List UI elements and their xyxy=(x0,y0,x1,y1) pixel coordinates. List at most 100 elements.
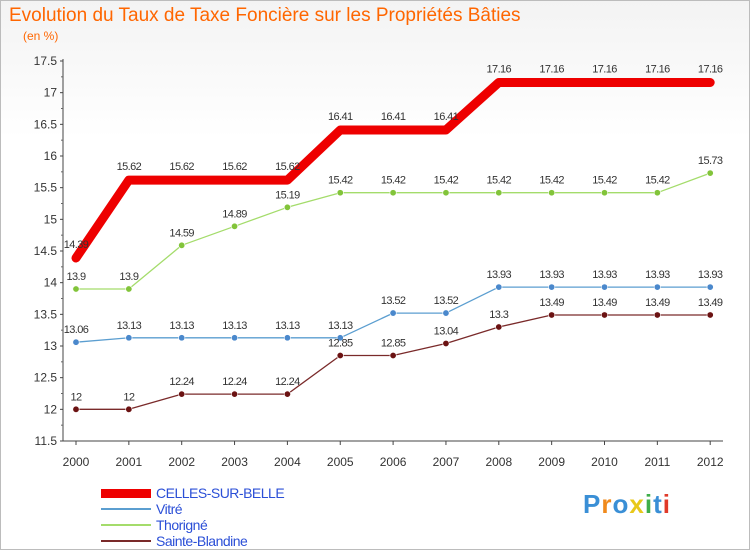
logo-letter: r xyxy=(601,489,613,519)
y-tick-label: 12 xyxy=(44,402,58,416)
data-label: 14.59 xyxy=(169,227,194,239)
data-label: 17.16 xyxy=(592,64,617,76)
legend-label: Vitré xyxy=(156,501,183,517)
y-tick-label: 14 xyxy=(44,276,58,290)
legend-label: CELLES-SUR-BELLE xyxy=(156,485,285,501)
x-tick-label: 2002 xyxy=(168,455,195,469)
data-label: 15.42 xyxy=(539,175,564,187)
data-label: 13.49 xyxy=(698,297,723,309)
data-label: 15.62 xyxy=(275,161,300,173)
data-label: 13.49 xyxy=(645,297,670,309)
data-label: 13.93 xyxy=(539,269,564,281)
data-point xyxy=(442,339,450,347)
legend-swatch xyxy=(101,540,151,542)
data-point xyxy=(548,311,556,319)
proxiti-logo: Proxiti xyxy=(583,489,671,520)
x-tick-label: 2012 xyxy=(697,455,724,469)
data-point xyxy=(653,189,661,197)
data-label: 15.42 xyxy=(592,175,617,187)
data-label: 15.42 xyxy=(645,175,670,187)
x-tick-label: 2004 xyxy=(274,455,301,469)
data-point xyxy=(178,241,186,249)
data-point xyxy=(178,390,186,398)
data-label: 13.13 xyxy=(275,320,300,332)
data-label: 12 xyxy=(70,391,82,403)
data-label: 13.93 xyxy=(698,269,723,281)
data-point xyxy=(600,283,608,291)
data-point xyxy=(495,323,503,331)
data-label: 15.42 xyxy=(381,175,406,187)
data-point xyxy=(706,283,714,291)
data-label: 12.85 xyxy=(381,338,406,350)
y-tick-label: 11.5 xyxy=(35,434,58,448)
y-tick-label: 13 xyxy=(44,339,58,353)
data-label: 15.42 xyxy=(434,175,459,187)
chart-title: Evolution du Taux de Taxe Foncière sur l… xyxy=(9,5,521,26)
y-tick-label: 15.5 xyxy=(34,181,58,195)
x-tick-label: 2007 xyxy=(433,455,460,469)
data-label: 13.06 xyxy=(64,324,89,336)
x-tick-label: 2009 xyxy=(538,455,565,469)
logo-letter: o xyxy=(612,489,630,519)
y-tick-label: 16.5 xyxy=(34,117,58,131)
data-label: 17.16 xyxy=(539,64,564,76)
data-label: 14.39 xyxy=(64,239,89,251)
data-label: 13.9 xyxy=(66,271,85,283)
data-point xyxy=(706,169,714,177)
data-label: 13.93 xyxy=(645,269,670,281)
data-point xyxy=(548,283,556,291)
data-point xyxy=(125,285,133,293)
data-point xyxy=(283,334,291,342)
series-line-celles-sur-belle xyxy=(71,78,715,263)
logo-letter: P xyxy=(583,489,602,519)
x-tick-label: 2011 xyxy=(644,455,670,469)
y-tick-label: 17.5 xyxy=(34,54,58,68)
data-label: 12 xyxy=(123,391,135,403)
x-tick-label: 2001 xyxy=(115,455,142,469)
data-label: 15.62 xyxy=(117,161,142,173)
y-tick-label: 17 xyxy=(44,86,58,100)
logo-letter: t xyxy=(653,489,663,519)
data-point xyxy=(600,189,608,197)
data-label: 13.49 xyxy=(592,297,617,309)
data-point xyxy=(72,338,80,346)
data-point xyxy=(600,311,608,319)
data-point xyxy=(178,334,186,342)
logo-letter: i xyxy=(644,489,654,519)
data-label: 13.13 xyxy=(328,320,353,332)
data-point xyxy=(389,189,397,197)
data-point xyxy=(72,285,80,293)
x-tick-label: 2005 xyxy=(327,455,354,469)
data-label: 13.49 xyxy=(539,297,564,309)
legend-swatch xyxy=(101,508,151,510)
data-point xyxy=(72,405,80,413)
data-point xyxy=(125,405,133,413)
data-label: 17.16 xyxy=(698,64,723,76)
x-tick-label: 2006 xyxy=(380,455,407,469)
data-label: 16.41 xyxy=(434,111,459,123)
data-point xyxy=(336,334,344,342)
data-label: 15.42 xyxy=(487,175,512,187)
data-label: 13.13 xyxy=(117,320,142,332)
logo-letter: i xyxy=(662,489,671,519)
data-point xyxy=(389,309,397,317)
x-tick-label: 2010 xyxy=(591,455,618,469)
data-label: 13.52 xyxy=(434,295,459,307)
data-label: 12.85 xyxy=(328,338,353,350)
data-label: 13.52 xyxy=(381,295,406,307)
legend-swatch xyxy=(101,488,151,498)
x-tick-label: 2003 xyxy=(221,455,248,469)
y-tick-label: 15 xyxy=(44,212,58,226)
data-label: 12.24 xyxy=(222,376,247,388)
data-label: 17.16 xyxy=(487,64,512,76)
data-label: 13.13 xyxy=(169,320,194,332)
data-label: 12.24 xyxy=(275,376,300,388)
data-point xyxy=(336,189,344,197)
data-point xyxy=(283,390,291,398)
data-point xyxy=(548,189,556,197)
y-tick-label: 14.5 xyxy=(34,244,58,258)
y-tick-label: 12.5 xyxy=(34,371,58,385)
legend-label: Sainte-Blandine xyxy=(156,533,248,549)
data-label: 16.41 xyxy=(328,111,353,123)
